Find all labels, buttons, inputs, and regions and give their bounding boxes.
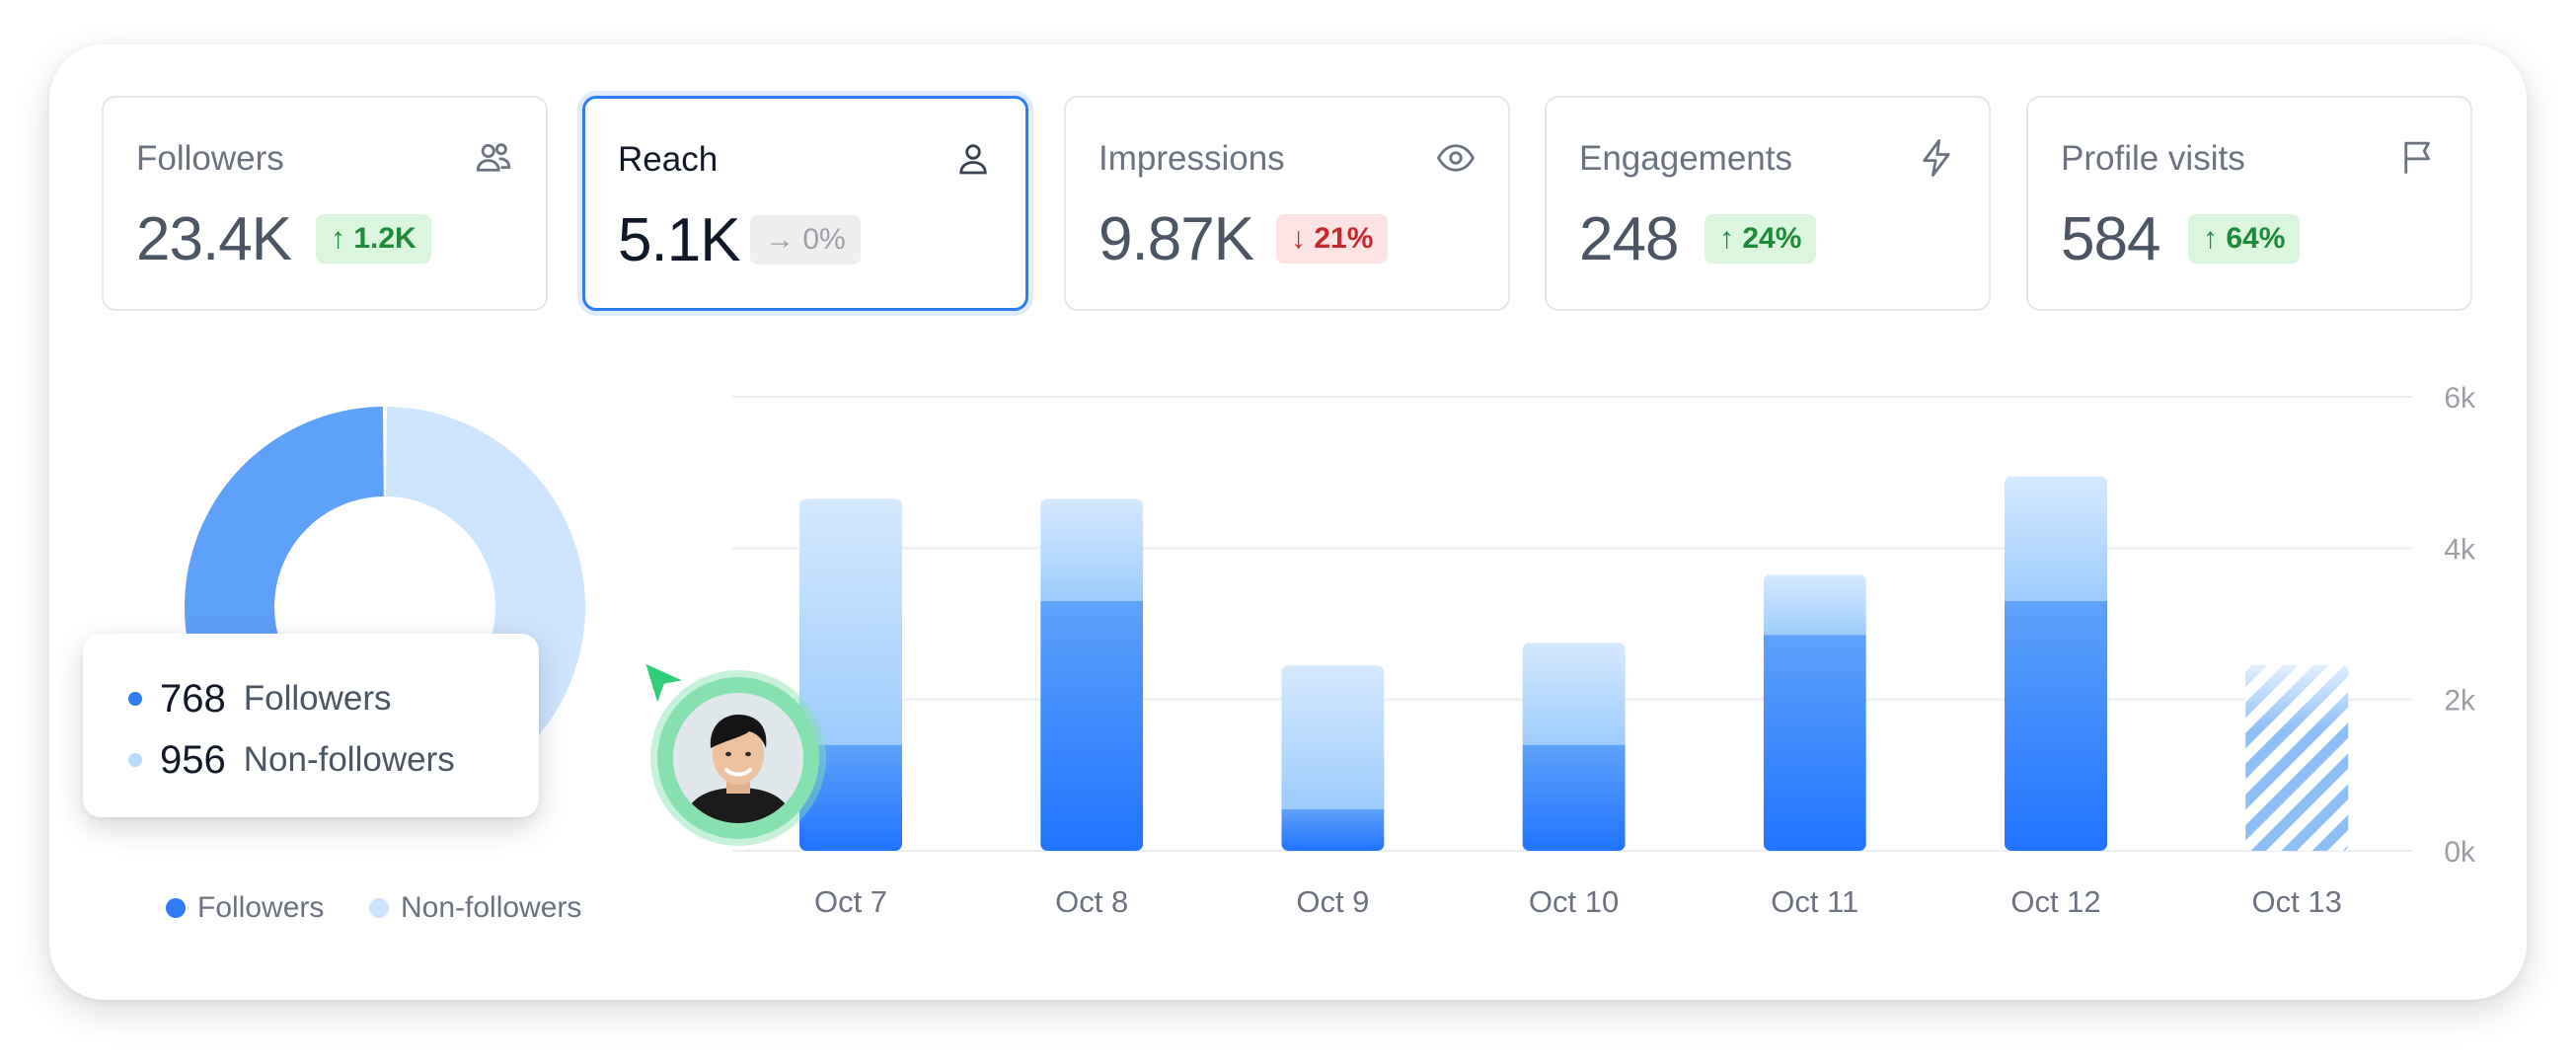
bar-oct-9[interactable]: [1281, 665, 1385, 851]
metric-value: 584: [2061, 205, 2160, 273]
bar-segment-followers: [1281, 808, 1385, 851]
avatar-photo: [673, 693, 803, 823]
metric-label: Profile visits: [2061, 139, 2245, 178]
metric-value: 5.1K: [618, 206, 741, 274]
x-tick-label: Oct 10: [1529, 884, 1619, 919]
bar-oct-11[interactable]: [1763, 574, 1866, 851]
cursor-pointer-icon: [642, 659, 689, 709]
bar-segment-followers: [1040, 601, 1144, 851]
bar-segment-followers: [1522, 744, 1626, 851]
legend-dot: [369, 898, 389, 918]
x-tick-label: Oct 12: [2010, 884, 2100, 919]
metric-card-impressions[interactable]: Impressions 9.87K ↓ 21%: [1064, 96, 1510, 311]
metric-card-followers[interactable]: Followers 23.4K ↑ 1.2K: [102, 96, 548, 311]
bar-oct-12[interactable]: [2005, 476, 2107, 852]
x-tick-label: Oct 7: [814, 884, 887, 919]
x-tick-label: Oct 9: [1296, 884, 1369, 919]
legend-item-followers[interactable]: Followers: [166, 888, 324, 928]
metric-label: Impressions: [1099, 139, 1285, 178]
x-tick-label: Oct 8: [1055, 884, 1128, 919]
flag-icon: [2404, 141, 2430, 174]
trend-badge: ↓ 21%: [1276, 214, 1389, 264]
bar-segment-followers: [1763, 635, 1866, 851]
metric-value: 9.87K: [1099, 205, 1254, 273]
metric-label: Engagements: [1579, 139, 1792, 178]
metric-value: 23.4K: [136, 205, 292, 273]
tooltip-value: 768: [160, 676, 226, 721]
bar-segment-non-followers: [1522, 643, 1626, 745]
person-icon: [673, 693, 803, 823]
legend-dot: [166, 898, 186, 918]
metric-label: Reach: [618, 140, 719, 179]
bar-segment-non-followers: [1281, 665, 1385, 809]
trend-badge: ↑ 64%: [2188, 214, 2301, 264]
legend-label: Followers: [197, 891, 325, 924]
y-tick-label: 0k: [2444, 836, 2476, 869]
metric-label: Followers: [136, 139, 284, 178]
donut-tooltip: 768 Followers 956 Non-followers: [83, 634, 539, 817]
followers-dot: [128, 692, 142, 706]
metric-card-reach[interactable]: Reach 5.1K → 0%: [582, 96, 1028, 311]
tooltip-row-followers: 768 Followers: [128, 669, 392, 728]
lightning-icon: [1923, 139, 1950, 177]
bar-segment-non-followers: [799, 498, 902, 745]
avatar: [657, 677, 819, 839]
tooltip-value: 956: [160, 737, 226, 782]
bar-projected-fade: [2245, 665, 2349, 851]
tooltip-label: Followers: [243, 679, 392, 718]
metric-value: 248: [1579, 205, 1679, 273]
metric-card-profile-visits[interactable]: Profile visits 584 ↑ 64%: [2026, 96, 2472, 311]
user-icon: [959, 144, 987, 175]
x-tick-label: Oct 11: [1771, 884, 1858, 919]
bar-oct-13[interactable]: [2245, 665, 2349, 851]
trend-badge: → 0%: [750, 215, 861, 265]
tooltip-label: Non-followers: [243, 740, 455, 779]
legend-label: Non-followers: [401, 891, 582, 924]
metric-card-engagements[interactable]: Engagements 248 ↑ 24%: [1545, 96, 1991, 311]
bar-segment-non-followers: [1763, 574, 1866, 636]
tooltip-row-non-followers: 956 Non-followers: [128, 730, 455, 790]
x-tick-label: Oct 13: [2252, 884, 2342, 919]
y-tick-label: 4k: [2444, 533, 2476, 566]
bar-segment-non-followers: [2005, 476, 2107, 601]
legend-item-non-followers[interactable]: Non-followers: [369, 888, 581, 928]
eye-icon: [1436, 144, 1476, 172]
bar-oct-7[interactable]: [799, 498, 902, 852]
trend-badge: ↑ 1.2K: [316, 214, 431, 264]
bar-segment-followers: [2005, 601, 2107, 851]
y-tick-label: 6k: [2444, 382, 2476, 415]
trend-badge: ↑ 24%: [1705, 214, 1817, 264]
users-icon: [476, 143, 511, 172]
bar-segment-non-followers: [1040, 498, 1144, 601]
y-tick-label: 2k: [2444, 685, 2476, 718]
bar-oct-8[interactable]: [1040, 498, 1144, 852]
bar-oct-10[interactable]: [1522, 643, 1626, 851]
non-followers-dot: [128, 753, 142, 767]
